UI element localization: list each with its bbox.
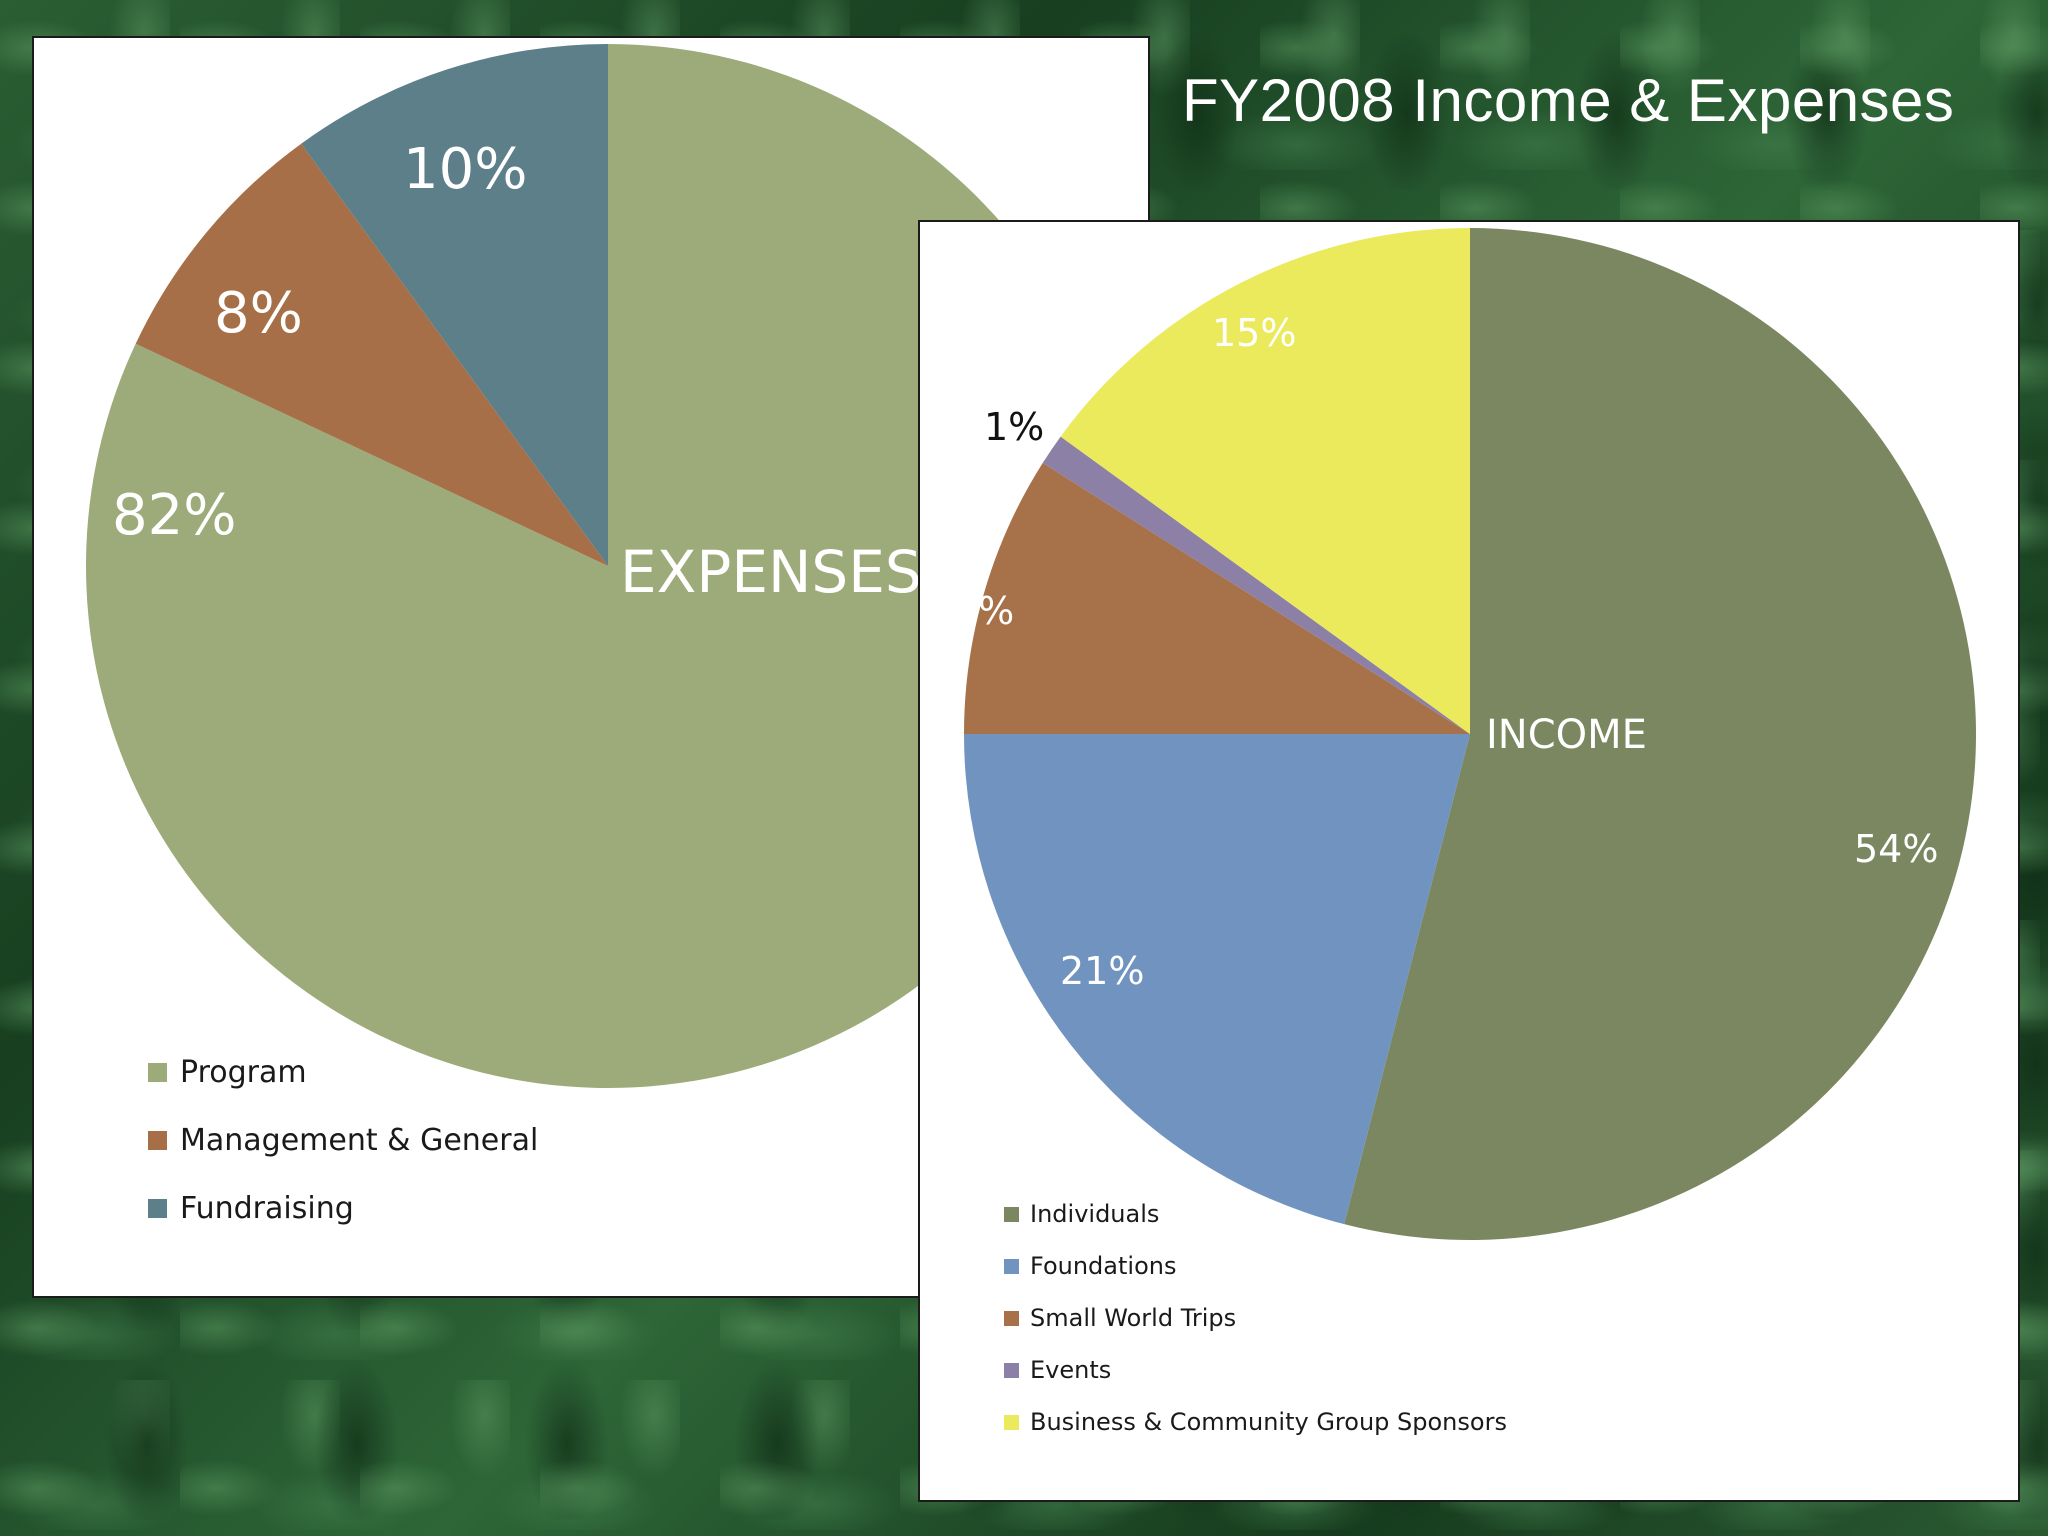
data-label-foundations: 21% (1060, 949, 1144, 993)
legend-label-small-world-trips: Small World Trips (1030, 1304, 1237, 1332)
data-label-business-community-group-sponsors: 15% (1212, 311, 1296, 355)
legend-label-management-general: Management & General (180, 1122, 539, 1158)
legend-item-small-world-trips: Small World Trips (1004, 1292, 1507, 1344)
data-label-program: 82% (112, 483, 236, 548)
legend-swatch-management-general (148, 1130, 167, 1150)
legend-swatch-fundraising (148, 1198, 167, 1218)
income-legend: Individuals Foundations Small World Trip… (1004, 1188, 1507, 1448)
legend-swatch-program (148, 1062, 167, 1082)
page-title: FY2008 Income & Expenses (1182, 67, 1955, 134)
data-label-small-world-trips: 9% (954, 589, 1014, 633)
pie-slice-events (1042, 436, 1470, 734)
legend-swatch-individuals (1004, 1206, 1019, 1222)
legend-item-business-community-group-sponsors: Business & Community Group Sponsors (1004, 1396, 1507, 1448)
legend-item-events: Events (1004, 1344, 1507, 1396)
legend-swatch-business-community-group-sponsors (1004, 1414, 1019, 1430)
pie-slice-management-general (135, 143, 608, 567)
legend-label-business-community-group-sponsors: Business & Community Group Sponsors (1030, 1408, 1507, 1436)
legend-item-fundraising: Fundraising (148, 1174, 538, 1242)
pie-slice-small-world-trips (964, 462, 1470, 734)
data-label-management-general: 8% (214, 281, 303, 346)
income-chart-label: INCOME (1486, 712, 1647, 758)
expenses-chart-label: EXPENSES (620, 538, 922, 606)
data-label-events: 1% (984, 405, 1044, 449)
legend-label-foundations: Foundations (1030, 1252, 1177, 1280)
legend-item-management-general: Management & General (148, 1106, 538, 1174)
pie-slice-foundations (964, 734, 1470, 1225)
legend-item-foundations: Foundations (1004, 1240, 1507, 1292)
legend-label-individuals: Individuals (1030, 1200, 1160, 1228)
expenses-pie-chart: 82% 8% 10% EXPENSES (85, 44, 1130, 1088)
income-chart-panel: 54% 21% 9% 1% 15% INCOME Individuals Foundat… (918, 220, 2020, 1502)
legend-item-individuals: Individuals (1004, 1188, 1507, 1240)
legend-item-program: Program (148, 1038, 538, 1106)
pie-slice-fundraising (301, 44, 608, 566)
pie-slice-program (85, 44, 1130, 1088)
data-label-fundraising: 10% (403, 137, 527, 202)
legend-label-fundraising: Fundraising (180, 1190, 354, 1226)
income-pie-chart: 54% 21% 9% 1% 15% INCOME (954, 228, 1976, 1240)
pie-slice-business-community-group-sponsors (1060, 228, 1470, 734)
legend-label-program: Program (180, 1054, 307, 1090)
legend-swatch-small-world-trips (1004, 1310, 1019, 1326)
legend-swatch-foundations (1004, 1258, 1019, 1274)
legend-swatch-events (1004, 1362, 1019, 1378)
legend-label-events: Events (1030, 1356, 1112, 1384)
data-label-individuals: 54% (1854, 827, 1938, 871)
expenses-legend: Program Management & General Fundraising (148, 1038, 538, 1242)
pie-slice-individuals (1344, 228, 1976, 1240)
